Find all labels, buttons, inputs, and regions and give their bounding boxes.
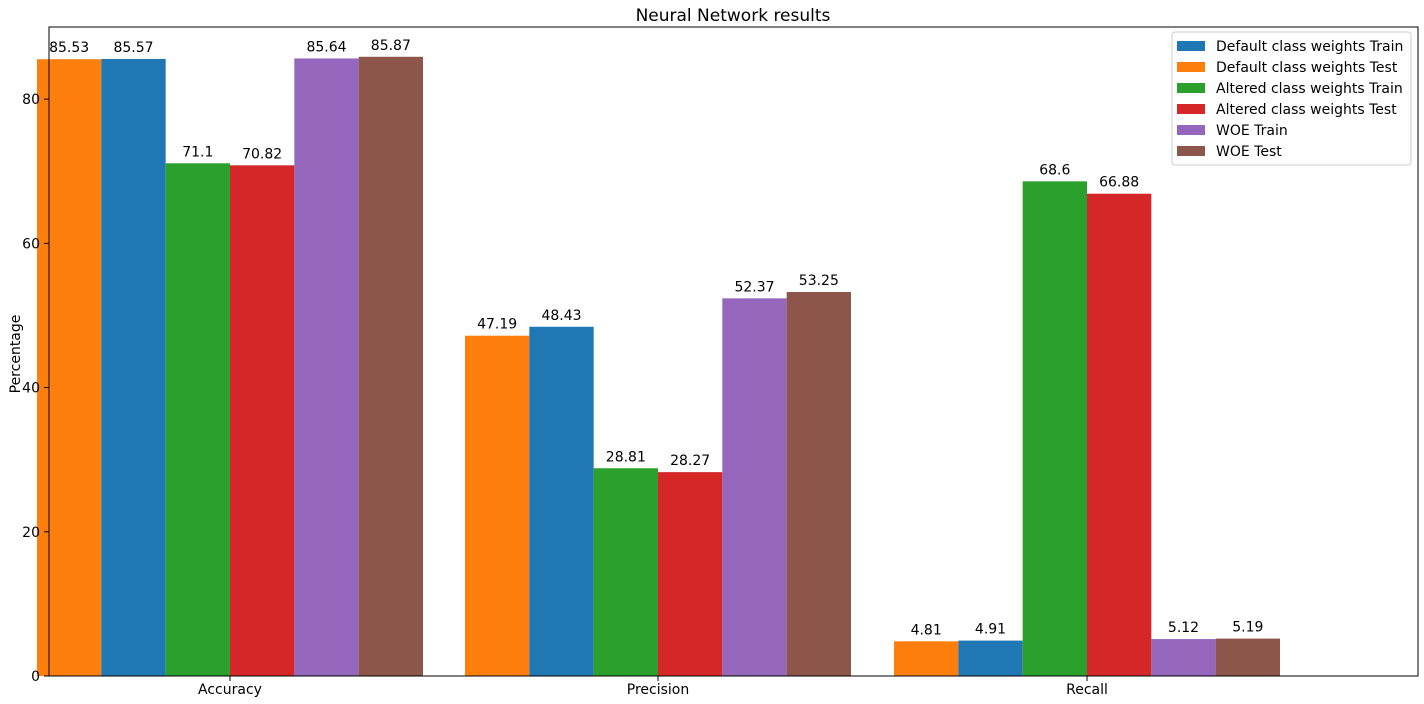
chart-title: Neural Network results	[636, 6, 831, 26]
data-label-default-class-weights-train-precision: 48.43	[541, 308, 581, 324]
x-tick-label-precision: Precision	[627, 682, 689, 698]
data-label-default-class-weights-test-precision: 47.19	[477, 317, 517, 333]
bar-altered-class-weights-train-recall	[1022, 181, 1087, 676]
data-label-woe-train-accuracy: 85.64	[306, 39, 346, 55]
legend-swatch-default-class-weights-train	[1177, 41, 1205, 51]
bar-default-class-weights-train-recall	[958, 640, 1023, 676]
data-label-default-class-weights-train-accuracy: 85.57	[113, 40, 153, 56]
data-label-default-class-weights-test-accuracy: 85.53	[49, 40, 89, 56]
bar-woe-test-recall	[1215, 638, 1280, 676]
legend-swatch-altered-class-weights-test	[1177, 104, 1205, 114]
bar-default-class-weights-test-accuracy	[37, 59, 102, 677]
legend-swatch-woe-train	[1177, 125, 1205, 135]
legend-label-default-class-weights-test: Default class weights Test	[1216, 60, 1398, 76]
legend-label-altered-class-weights-test: Altered class weights Test	[1216, 102, 1397, 118]
data-label-default-class-weights-test-recall: 4.81	[911, 622, 942, 638]
legend-swatch-default-class-weights-test	[1177, 62, 1205, 72]
x-tick-label-accuracy: Accuracy	[198, 682, 262, 698]
data-label-woe-test-recall: 5.19	[1232, 620, 1263, 636]
data-label-altered-class-weights-test-accuracy: 70.82	[242, 146, 282, 162]
data-label-altered-class-weights-train-recall: 68.6	[1039, 162, 1070, 178]
data-label-altered-class-weights-train-accuracy: 71.1	[182, 144, 213, 160]
legend-box	[1171, 31, 1412, 166]
plot-frame	[48, 26, 1419, 677]
data-label-altered-class-weights-test-precision: 28.27	[670, 453, 710, 469]
y-tick-label-60: 60	[22, 236, 40, 252]
data-label-default-class-weights-train-recall: 4.91	[975, 622, 1006, 638]
data-label-woe-test-accuracy: 85.87	[371, 38, 411, 54]
legend-label-default-class-weights-train: Default class weights Train	[1216, 39, 1403, 55]
x-tick-label-recall: Recall	[1066, 682, 1108, 698]
legend-label-altered-class-weights-train: Altered class weights Train	[1216, 81, 1403, 97]
y-tick-label-0: 0	[31, 669, 40, 685]
bar-labels-group: 85.53 47.19 4.81 85.57 48.43 4.91 71.1 28.81 68.…	[49, 38, 1263, 639]
legend-label-woe-train: WOE Train	[1216, 123, 1288, 139]
bar-woe-test-accuracy	[358, 56, 423, 676]
legend: Default class weights Train Default class…	[1171, 31, 1412, 166]
data-label-woe-train-precision: 52.37	[734, 279, 774, 295]
y-tick-label-40: 40	[22, 381, 40, 397]
y-tick-label-80: 80	[22, 92, 40, 108]
bar-default-class-weights-train-accuracy	[101, 58, 166, 676]
legend-label-woe-test: WOE Test	[1216, 144, 1282, 160]
bar-default-class-weights-train-precision	[529, 326, 594, 676]
bar-woe-train-accuracy	[294, 58, 359, 676]
legend-swatch-woe-test	[1177, 146, 1205, 156]
bar-altered-class-weights-test-recall	[1087, 193, 1152, 676]
data-label-woe-train-recall: 5.12	[1168, 620, 1199, 636]
bars-group	[37, 56, 1280, 677]
bar-altered-class-weights-test-accuracy	[230, 165, 295, 676]
bar-default-class-weights-test-precision	[465, 335, 530, 676]
y-axis-label: Percentage	[8, 315, 24, 394]
y-tick-label-20: 20	[22, 525, 40, 541]
legend-swatch-altered-class-weights-train	[1177, 83, 1205, 93]
bar-woe-train-recall	[1151, 639, 1216, 676]
data-label-altered-class-weights-train-precision: 28.81	[606, 449, 646, 465]
data-label-altered-class-weights-test-recall: 66.88	[1099, 175, 1139, 191]
bar-default-class-weights-test-recall	[894, 641, 959, 676]
bar-altered-class-weights-train-accuracy	[165, 163, 230, 677]
bar-altered-class-weights-test-precision	[658, 472, 723, 676]
data-label-woe-test-precision: 53.25	[799, 273, 839, 289]
bar-woe-test-precision	[786, 292, 851, 676]
bar-woe-train-precision	[722, 298, 787, 676]
axes-group: 0 20 40 60 80 Accuracy Precision Recall	[22, 26, 1419, 698]
bar-altered-class-weights-train-precision	[593, 468, 658, 676]
